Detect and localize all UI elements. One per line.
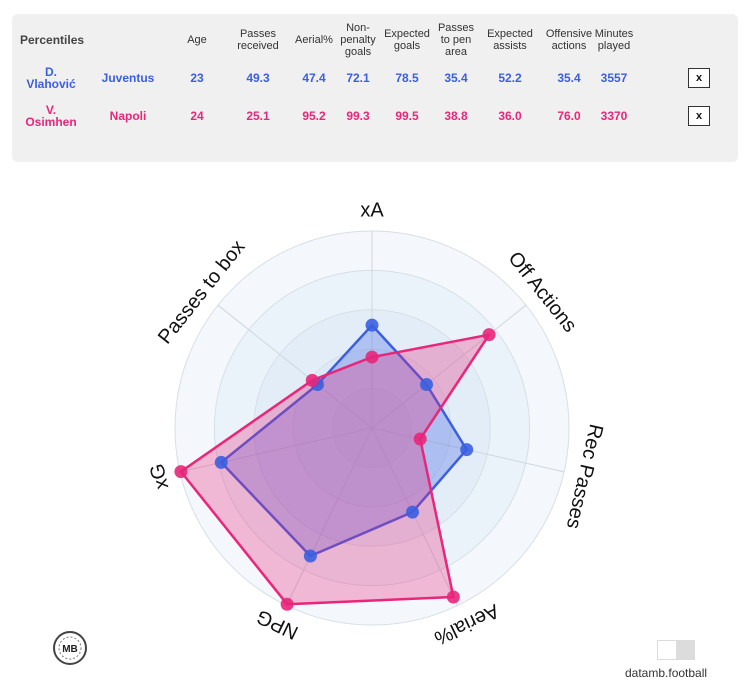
stat-cell: 47.4 — [302, 71, 326, 85]
data-point — [446, 590, 460, 604]
data-point — [280, 597, 294, 611]
header-6: Passes to pen area — [437, 22, 475, 58]
axis-label: xG — [146, 462, 173, 492]
data-point — [365, 350, 379, 364]
grid-spoke — [217, 304, 373, 429]
team-name: Juventus — [101, 71, 155, 85]
series-area — [179, 333, 491, 606]
data-point — [365, 318, 379, 332]
logo-text: MB — [62, 644, 78, 655]
player-name: V. Osimhen — [25, 103, 77, 129]
data-point — [214, 455, 228, 469]
mb-logo: MB — [52, 630, 88, 666]
table-title: Percentiles — [20, 33, 85, 47]
stat-cell: 23 — [190, 71, 204, 85]
grid-spoke — [286, 427, 373, 606]
data-point — [303, 549, 317, 563]
stat-cell: 35.4 — [557, 71, 581, 85]
grid-spoke — [179, 427, 373, 473]
stat-cell: 38.8 — [444, 109, 468, 123]
stat-cell: 99.3 — [346, 109, 370, 123]
grid-spoke — [371, 304, 527, 429]
data-point — [305, 373, 319, 387]
data-point — [482, 328, 496, 342]
remove-player-button[interactable]: x — [688, 68, 710, 88]
data-point — [420, 378, 434, 392]
stat-cell: 3557 — [600, 71, 628, 85]
remove-player-button[interactable]: x — [688, 106, 710, 126]
stat-cell: 99.5 — [395, 109, 419, 123]
header-5: Expected goals — [384, 28, 430, 52]
stat-cell: 95.2 — [302, 109, 326, 123]
brand-label: datamb.football — [625, 666, 708, 680]
team-name: Napoli — [109, 109, 147, 123]
stat-cell: 78.5 — [395, 71, 419, 85]
header-8: Offensive actions — [545, 28, 593, 52]
header-9: Minutes played — [594, 28, 634, 52]
stat-cell: 72.1 — [346, 71, 370, 85]
data-point — [174, 465, 188, 479]
data-point — [460, 443, 474, 457]
header-3: Aerial% — [295, 34, 333, 46]
header-7: Expected assists — [487, 28, 533, 52]
header-1: Age — [187, 34, 207, 46]
series-area — [219, 323, 468, 558]
toggle-knob[interactable] — [658, 641, 676, 659]
axis-label: NPG — [253, 605, 302, 644]
stat-cell: 52.2 — [498, 71, 522, 85]
stat-cell: 3370 — [600, 109, 628, 123]
header-4: Non- penalty goals — [340, 22, 376, 58]
stat-cell: 49.3 — [246, 71, 270, 85]
header-2: Passes received — [237, 28, 279, 52]
player-name: D. Vlahović — [26, 65, 76, 91]
stat-cell: 25.1 — [246, 109, 270, 123]
data-point — [406, 505, 420, 519]
stat-cell: 35.4 — [444, 71, 468, 85]
percentiles-table: Percentiles Age Passes received Aerial% Non… — [12, 14, 738, 162]
axis-label: xA — [360, 199, 384, 221]
stat-cell: 76.0 — [557, 109, 581, 123]
theme-toggle[interactable] — [657, 640, 695, 660]
stat-cell: 24 — [190, 109, 204, 123]
data-point — [413, 432, 427, 446]
stat-cell: 36.0 — [498, 109, 522, 123]
